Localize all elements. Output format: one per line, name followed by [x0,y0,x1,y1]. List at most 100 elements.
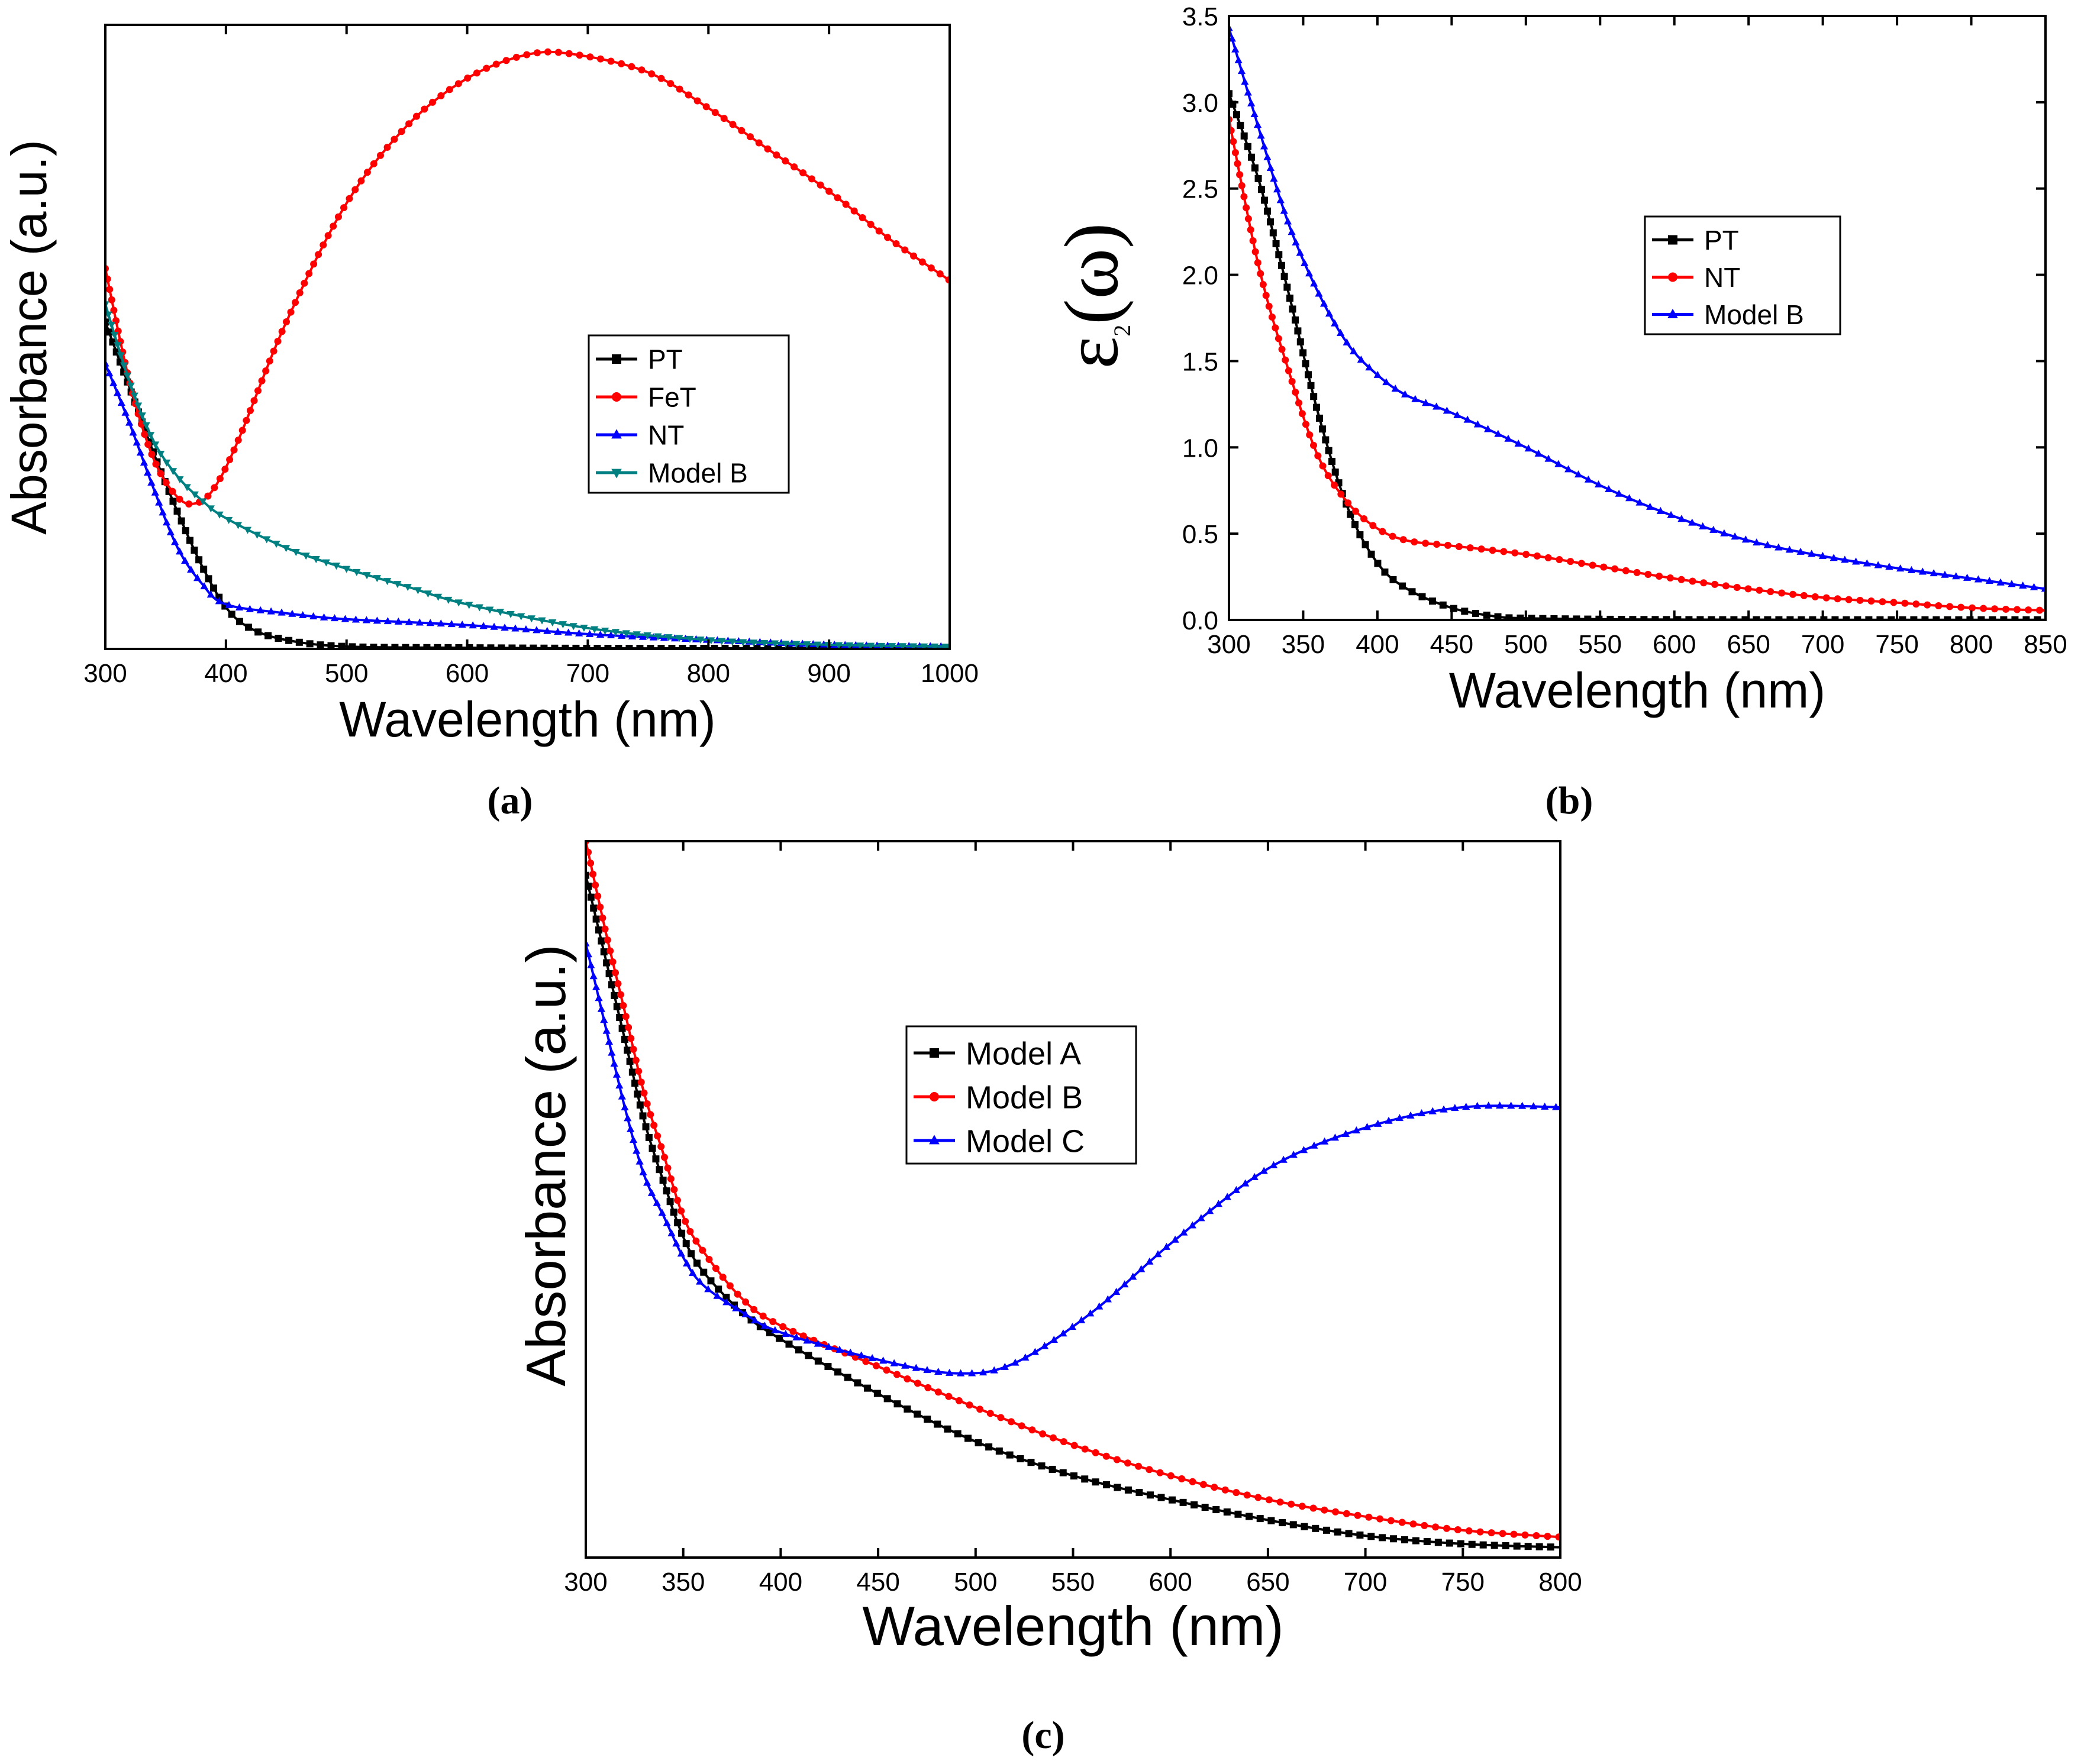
data-point-model-b [1263,153,1272,160]
data-point-fet [884,234,892,241]
data-point-fet [791,163,798,171]
data-point-model-b [1494,429,1502,437]
data-point-model-c [1223,1193,1231,1200]
data-point-fet [901,246,909,254]
data-point-model-a [1412,1537,1419,1545]
data-point-nt [1282,356,1289,364]
data-point-model-a [883,1395,891,1403]
data-point-model-c [1205,1207,1214,1214]
panel-label-b: (b) [1546,779,1593,822]
data-point-model-c [957,1369,965,1377]
series-model-b [105,301,950,649]
data-point-pt [562,644,569,649]
data-point-model-c [615,1081,624,1089]
data-point-pt [391,644,399,649]
data-point-fet [262,367,270,374]
data-point-model-c [600,1016,608,1023]
data-point-fet [875,227,883,235]
data-point-model-b [614,980,622,987]
data-point-nt [1249,237,1257,245]
data-point-nt [1285,367,1292,374]
data-point-model-c [1250,1172,1259,1180]
data-point-pt [1966,616,1974,620]
data-point-nt [1822,594,1830,602]
data-point-nt [1444,541,1451,549]
data-point-model-b [123,372,131,380]
data-point-fet [370,160,378,167]
data-point-pt [775,645,782,649]
data-point-pt [1629,616,1637,620]
data-point-nt [543,626,551,634]
data-point-nt [383,617,392,625]
data-point-nt [144,469,152,476]
data-point-model-c [608,1048,616,1056]
data-point-model-a [834,1368,842,1376]
data-point-pt [764,645,772,649]
data-point-nt [1946,603,1954,610]
data-point-model-b [664,634,673,642]
data-point-nt [554,628,562,635]
data-point-model-b [2019,581,2027,589]
data-point-pt [423,644,431,649]
data-point-model-b [750,1306,758,1313]
data-point-nt [1677,576,1685,583]
data-point-model-c [835,1345,844,1353]
data-point-pt [1831,616,1839,620]
data-point-nt [1247,226,1254,234]
data-point-fet [502,57,510,64]
data-point-model-c [1162,1242,1171,1250]
data-point-model-b [686,635,694,643]
data-point-model-b [1896,564,1905,572]
data-point-pt [1418,593,1426,600]
series-model-b [1229,24,2045,592]
data-point-model-c [1541,1102,1549,1110]
data-point-pt [1786,616,1794,620]
data-point-model-b [647,1111,654,1119]
data-point-pt [1296,338,1304,345]
data-point-model-a [590,904,598,912]
data-point-fet [110,306,118,314]
data-point-nt [1309,441,1317,449]
x-tick-label: 750 [1875,630,1918,659]
y-axis-label: ε2(ω) [1049,223,1135,369]
data-point-pt [1944,616,1951,620]
data-point-model-b [1373,370,1382,378]
data-point-model-b [1331,319,1339,327]
data-point-fet [565,50,573,57]
data-point-model-b [1731,532,1739,540]
data-point-model-b [444,596,453,604]
data-point-model-b [1488,1529,1495,1537]
data-point-pt [1696,616,1704,620]
data-point-model-c [629,1136,638,1143]
data-point-model-c [846,1348,854,1356]
data-point-model-b [1310,279,1318,287]
data-point-pt [1275,251,1283,259]
data-point-model-b [699,1246,706,1254]
data-point-model-b [779,1323,787,1330]
data-point-nt [511,624,520,632]
data-point-nt [256,606,264,613]
data-point-nt [596,630,605,638]
data-point-pt [1280,273,1288,280]
data-point-model-b [739,639,747,647]
data-point-fet [383,143,391,151]
data-point-model-b [1298,1503,1306,1510]
data-point-model-b [592,881,599,889]
data-point-model-a [700,1268,708,1276]
legend-label-nt: NT [648,420,684,451]
data-point-model-a [1267,1517,1275,1524]
data-point-model-c [1518,1101,1527,1109]
data-point-model-b [1463,415,1472,423]
data-point-model-b [1301,259,1309,266]
data-point-model-c [1374,1119,1382,1127]
data-point-nt [1278,345,1286,353]
data-point-fet [334,213,342,221]
data-point-fet [266,357,273,365]
data-point-fet [141,431,149,438]
series-model-c [586,939,1560,1377]
data-point-nt [1275,335,1282,343]
data-point-fet [258,377,266,385]
data-point-model-b [1266,163,1275,171]
data-point-model-b [1305,269,1314,277]
data-point-fet [638,66,646,74]
